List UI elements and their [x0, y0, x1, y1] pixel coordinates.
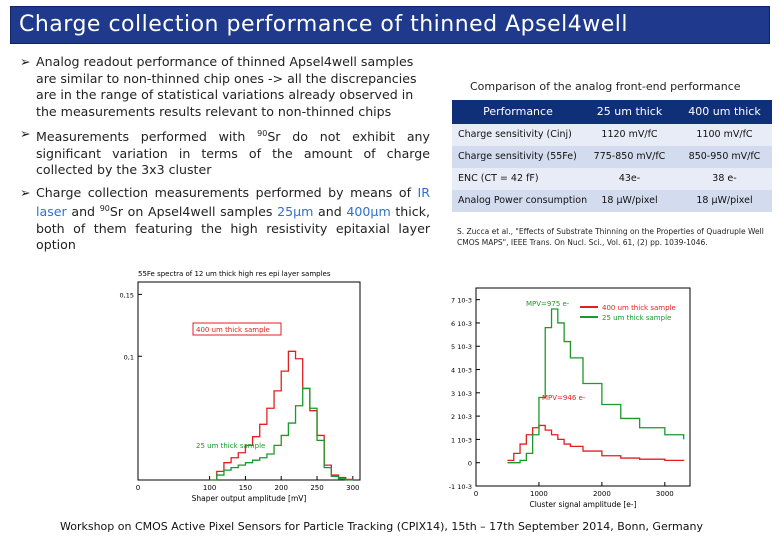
arrow-bullet-icon: ➢ — [20, 126, 31, 141]
y-tick-label: 7 10-3 — [451, 297, 472, 305]
highlight-25um: 25µm — [277, 204, 314, 220]
header-performance: Performance — [483, 105, 553, 118]
bullet-list: ➢ Analog readout performance of thinned … — [20, 54, 430, 260]
cluster-signal-chart: 0 1000 2000 3000-1 10-301 10-32 10-33 10-34… — [449, 287, 691, 509]
table-row: ENC (CT = 42 fF) 43e- 38 e- — [452, 168, 772, 190]
bullet-text: Sr do not exhibit any significant variat… — [36, 129, 430, 178]
row-label: Charge sensitivity (55Fe) — [458, 151, 577, 162]
x-tick-label: 150 — [239, 484, 252, 492]
bullet-text: and — [313, 204, 347, 220]
row-value-400: 38 e- — [712, 173, 737, 184]
table-row: Charge sensitivity (Cinj) 1120 mV/fC 110… — [452, 124, 772, 146]
x-tick-label: 3000 — [656, 490, 674, 498]
x-axis-label: Cluster signal amplitude [e-] — [529, 500, 636, 509]
x-tick-label: 1000 — [530, 490, 548, 498]
table-row: Analog Power consumption 18 µW/pixel 18 … — [452, 190, 772, 212]
y-tick-label: 0,1 — [124, 353, 134, 361]
plot-frame — [137, 281, 361, 481]
row-value-400: 850-950 mV/fC — [688, 151, 761, 162]
annotation-label: MPV=946 e- — [542, 394, 586, 402]
row-value-25: 18 µW/pixel — [601, 195, 658, 206]
row-label: Charge sensitivity (Cinj) — [458, 129, 572, 140]
bullet-text: Charge collection measurements performed… — [36, 184, 418, 200]
bullet-text: thick, both of them featuring the high r… — [36, 204, 430, 253]
y-tick-label: 0,15 — [120, 291, 134, 299]
table-header-row: Performance 25 um thick 400 um thick — [452, 100, 772, 124]
row-label: Analog Power consumption — [458, 195, 588, 206]
annotation-label: MPV=975 e- — [526, 300, 570, 308]
row-value-25: 43e- — [618, 173, 641, 184]
x-tick-label: 200 — [275, 484, 288, 492]
bullet-text: Measurements performed with — [36, 129, 258, 145]
highlight-ir-laser: IR laser — [36, 184, 430, 220]
series-line — [209, 387, 353, 481]
comparison-title: Comparison of the analog front-end perfo… — [470, 80, 741, 93]
legend-label: 400 um thick sample — [602, 304, 676, 312]
row-value-25: 1120 mV/fC — [601, 129, 658, 140]
x-tick-label: 0 — [474, 490, 478, 498]
row-value-400: 18 µW/pixel — [696, 195, 753, 206]
row-value-25: 775-850 mV/fC — [593, 151, 666, 162]
y-tick-label: 4 10-3 — [451, 367, 472, 375]
bullet-item: ➢ Measurements performed with 90Sr do no… — [20, 126, 430, 179]
isotope-superscript: 90 — [257, 129, 268, 138]
y-tick-label: 1 10-3 — [451, 436, 472, 444]
row-label: ENC (CT = 42 fF) — [458, 173, 539, 184]
annotation-label: 400 um thick sample — [196, 326, 270, 334]
legend-label: 25 um thick sample — [602, 314, 671, 322]
y-tick-label: 3 10-3 — [451, 390, 472, 398]
y-tick-label: -1 10-3 — [449, 483, 472, 491]
x-tick-label: 250 — [310, 484, 323, 492]
bullet-text: Sr on Apsel4well samples — [109, 204, 278, 220]
header-25um: 25 um thick — [596, 105, 663, 118]
isotope-superscript: 90 — [99, 204, 110, 214]
bullet-text: and — [66, 204, 100, 220]
fe55-spectra-chart: 55Fe spectra of 12 um thick high res epi… — [120, 270, 361, 503]
y-tick-label: 5 10-3 — [451, 343, 472, 351]
x-tick-label: 300 — [346, 484, 359, 492]
series-line — [507, 308, 685, 464]
y-tick-label: 2 10-3 — [451, 413, 472, 421]
bullet-text: Analog readout performance of thinned Ap… — [36, 54, 417, 119]
comparison-table: Performance 25 um thick 400 um thick Cha… — [452, 100, 772, 212]
reference-citation: S. Zucca et al., "Effects of Substrate T… — [457, 227, 764, 247]
table-row: Charge sensitivity (55Fe) 775-850 mV/fC … — [452, 146, 772, 168]
plot-frame — [475, 287, 691, 487]
x-tick-label: 2000 — [593, 490, 611, 498]
highlight-400um: 400µm — [346, 204, 391, 220]
arrow-bullet-icon: ➢ — [20, 184, 31, 200]
y-tick-label: 6 10-3 — [451, 320, 472, 328]
footer-text: Workshop on CMOS Active Pixel Sensors fo… — [60, 520, 703, 533]
page-title: Charge collection performance of thinned… — [19, 12, 629, 37]
chart-title: 55Fe spectra of 12 um thick high res epi… — [138, 270, 331, 278]
bullet-item: ➢ Analog readout performance of thinned … — [20, 54, 430, 120]
arrow-bullet-icon: ➢ — [20, 54, 31, 69]
x-axis-label: Shaper output amplitude [mV] — [192, 494, 307, 503]
header-400um: 400 um thick — [688, 105, 761, 118]
annotation-label: 25 um thick sample — [196, 442, 265, 450]
bullet-item: ➢ Charge collection measurements perform… — [20, 185, 430, 254]
row-value-400: 1100 mV/fC — [696, 129, 753, 140]
y-tick-label: 0 — [468, 460, 472, 468]
series-line — [507, 424, 685, 462]
annotation-box — [192, 322, 282, 336]
x-tick-label: 0 — [136, 484, 140, 492]
x-tick-label: 100 — [203, 484, 216, 492]
title-bar: Charge collection performance of thinned… — [10, 6, 770, 44]
